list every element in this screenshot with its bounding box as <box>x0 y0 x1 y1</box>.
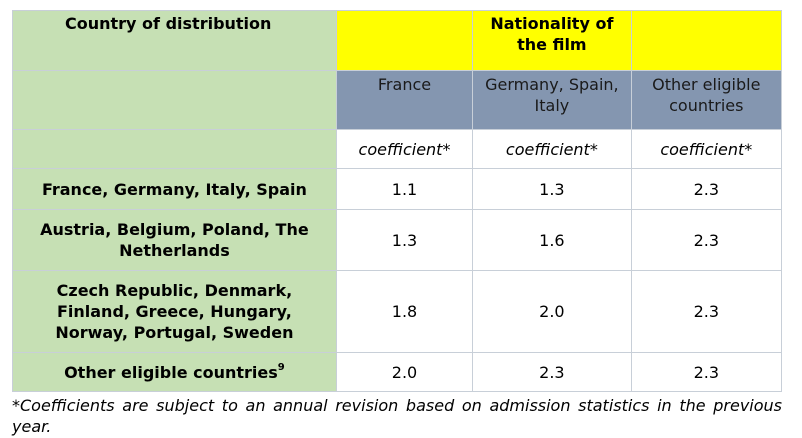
yellow-spacer-left <box>335 10 474 71</box>
green-spacer <box>12 70 337 130</box>
row-label: Czech Republic, Denmark, Finland, Greece… <box>12 270 337 353</box>
coefficient-table: Country of distribution Nationality of t… <box>12 10 783 392</box>
table-cell: 2.3 <box>630 168 783 210</box>
table-cell: 1.6 <box>472 209 632 271</box>
table-cell: 2.0 <box>472 270 632 353</box>
table-cell: 2.3 <box>472 352 632 392</box>
table-row: Czech Republic, Denmark, Finland, Greece… <box>12 270 783 353</box>
footnote: *Coefficients are subject to an annual r… <box>12 396 782 436</box>
row-label: Austria, Belgium, Poland, The Netherland… <box>12 209 337 271</box>
coefficient-label: coefficient* <box>335 129 474 169</box>
row-label: Other eligible countries9 <box>12 352 337 392</box>
yellow-spacer-right <box>630 10 783 71</box>
footnote-marker: 9 <box>277 362 285 374</box>
col-header-germany-spain-italy: Germany, Spain, Italy <box>472 70 632 130</box>
row-label: France, Germany, Italy, Spain <box>12 168 337 210</box>
country-of-distribution-header: Country of distribution <box>12 10 337 71</box>
table-cell: 2.3 <box>630 270 783 353</box>
coefficient-label-row: coefficient* coefficient* coefficient* <box>12 129 783 169</box>
table-cell: 1.1 <box>335 168 474 210</box>
table-row: Other eligible countries9 2.0 2.3 2.3 <box>12 352 783 392</box>
nationality-header: Nationality of the film <box>472 10 632 71</box>
table-cell: 1.3 <box>335 209 474 271</box>
table-row: France, Germany, Italy, Spain 1.1 1.3 2.… <box>12 168 783 210</box>
col-header-other-eligible: Other eligible countries <box>630 70 783 130</box>
table-row: Austria, Belgium, Poland, The Netherland… <box>12 209 783 271</box>
table-cell: 2.3 <box>630 352 783 392</box>
header-row: Country of distribution Nationality of t… <box>12 10 783 71</box>
table-cell: 2.3 <box>630 209 783 271</box>
coefficient-label: coefficient* <box>472 129 632 169</box>
row-label-text: Other eligible countries <box>64 362 278 382</box>
table-cell: 1.3 <box>472 168 632 210</box>
col-header-france: France <box>335 70 474 130</box>
coefficient-label: coefficient* <box>630 129 783 169</box>
table-cell: 1.8 <box>335 270 474 353</box>
nationality-subheader-row: France Germany, Spain, Italy Other eligi… <box>12 70 783 130</box>
green-spacer <box>12 129 337 169</box>
table-cell: 2.0 <box>335 352 474 392</box>
